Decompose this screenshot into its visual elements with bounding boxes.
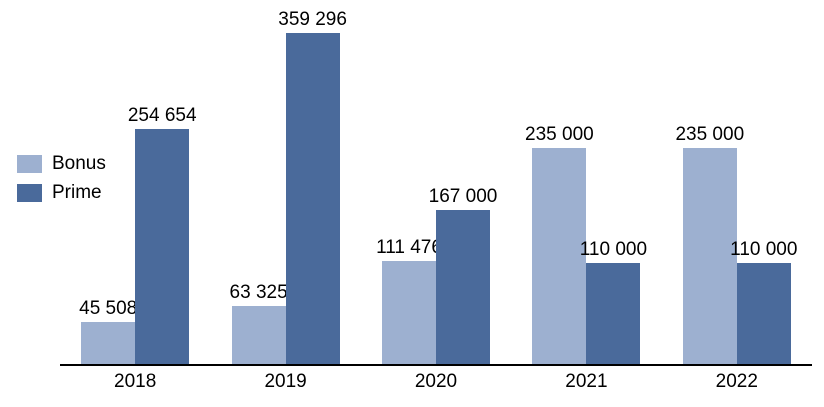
bar-value-label: 63 325 [229, 281, 288, 303]
bonus-bar [382, 261, 436, 364]
x-axis-label: 2020 [414, 371, 458, 392]
bar-value-label: 111 476 [376, 237, 442, 259]
bar-value-label: 45 508 [79, 298, 138, 320]
bonus-bar [81, 322, 136, 364]
bar-value-label: 110 000 [579, 238, 648, 260]
prime-bar [135, 129, 190, 364]
legend-label-prime: Prime [52, 182, 102, 203]
prime-bar [586, 262, 641, 364]
legend-item-prime: Prime [17, 183, 106, 202]
bar-value-label: 235 000 [675, 123, 745, 145]
x-axis-label: 2022 [715, 371, 758, 392]
prime-bar [285, 33, 340, 364]
prime-bar [436, 210, 490, 364]
legend-swatch-prime [17, 183, 42, 202]
x-axis-label: 2021 [565, 371, 608, 392]
legend: Bonus Prime [17, 154, 106, 202]
legend-item-bonus: Bonus [17, 154, 106, 173]
bar-value-label: 167 000 [428, 186, 498, 208]
x-axis-label: 2018 [114, 371, 157, 392]
legend-label-bonus: Bonus [52, 153, 106, 174]
bar-value-label: 254 654 [127, 105, 197, 127]
bonus-bar [682, 147, 737, 364]
bar-value-label: 110 000 [730, 238, 798, 260]
bar-value-label: 235 000 [525, 123, 594, 145]
bonus-bar [231, 305, 286, 364]
legend-swatch-bonus [17, 154, 42, 173]
prime-bar [736, 262, 791, 364]
x-axis-line [60, 364, 812, 366]
bonus-bar [532, 147, 587, 364]
bar-value-label: 359 296 [278, 9, 347, 30]
x-axis-label: 2019 [264, 371, 307, 392]
